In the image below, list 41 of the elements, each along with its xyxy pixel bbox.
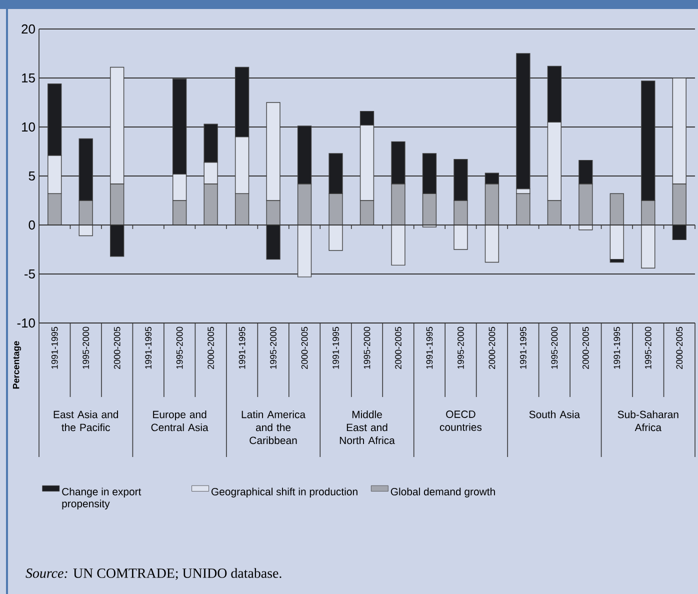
text: OECD countries — [440, 410, 482, 431]
y-tick-label: 10 — [22, 122, 35, 132]
x-tick-label: 2000-2005 — [395, 326, 402, 369]
x-tick-label: 1995-2000 — [270, 326, 276, 369]
x-tick-label: 1991-1995 — [426, 326, 433, 369]
x-tick-label: 1991-1995 — [145, 326, 152, 369]
text: East Asia and the Pacific — [54, 410, 118, 432]
text: Middle East and North Africa — [340, 410, 395, 444]
x-tick-label: 2000-2005 — [488, 326, 496, 369]
text: Sub-Saharan Africa — [618, 410, 678, 432]
y-axis-title: Percentage — [12, 341, 22, 389]
x-tick-label: 2000-2005 — [582, 326, 589, 369]
text: Source: UN COMTRADE; UNIDO database. — [26, 568, 282, 580]
x-tick-label: 1995-2000 — [364, 326, 370, 369]
x-tick-label: 1991-1995 — [332, 326, 339, 369]
x-tick-label: 1991-1995 — [520, 326, 526, 369]
x-tick-label: 2000-2005 — [114, 326, 120, 369]
x-tick-label: 1995-2000 — [82, 326, 90, 369]
y-tick-label: -10 — [17, 318, 35, 328]
x-tick-label: 1995-2000 — [458, 326, 464, 369]
x-tick-label: 1991-1995 — [51, 326, 58, 369]
x-tick-label: 1995-2000 — [176, 326, 183, 369]
x-tick-label: 2000-2005 — [208, 326, 214, 369]
x-tick-label: 2000-2005 — [676, 326, 683, 369]
text: Europe and Central Asia — [151, 410, 208, 432]
legend-label: Global demand growth — [390, 488, 495, 498]
x-tick-label: 1991-1995 — [614, 326, 620, 369]
x-tick-label: 2000-2005 — [301, 326, 308, 369]
bar — [516, 193, 530, 226]
text: South Asia — [529, 410, 580, 418]
legend-label: Change in export propensity — [62, 488, 142, 510]
text: Latin America and the Caribbean — [242, 410, 306, 444]
y-tick-label: 0 — [28, 220, 35, 230]
legend-label: Geographical shift in production — [212, 488, 358, 498]
x-tick-label: 1995-2000 — [551, 326, 558, 369]
y-tick-label: 20 — [22, 24, 35, 34]
y-tick-label: 5 — [28, 171, 35, 181]
x-tick-label: 1995-2000 — [644, 326, 652, 369]
y-tick-label: -5 — [24, 269, 35, 279]
x-tick-label: 1991-1995 — [238, 326, 246, 369]
y-tick-label: 15 — [22, 73, 35, 83]
